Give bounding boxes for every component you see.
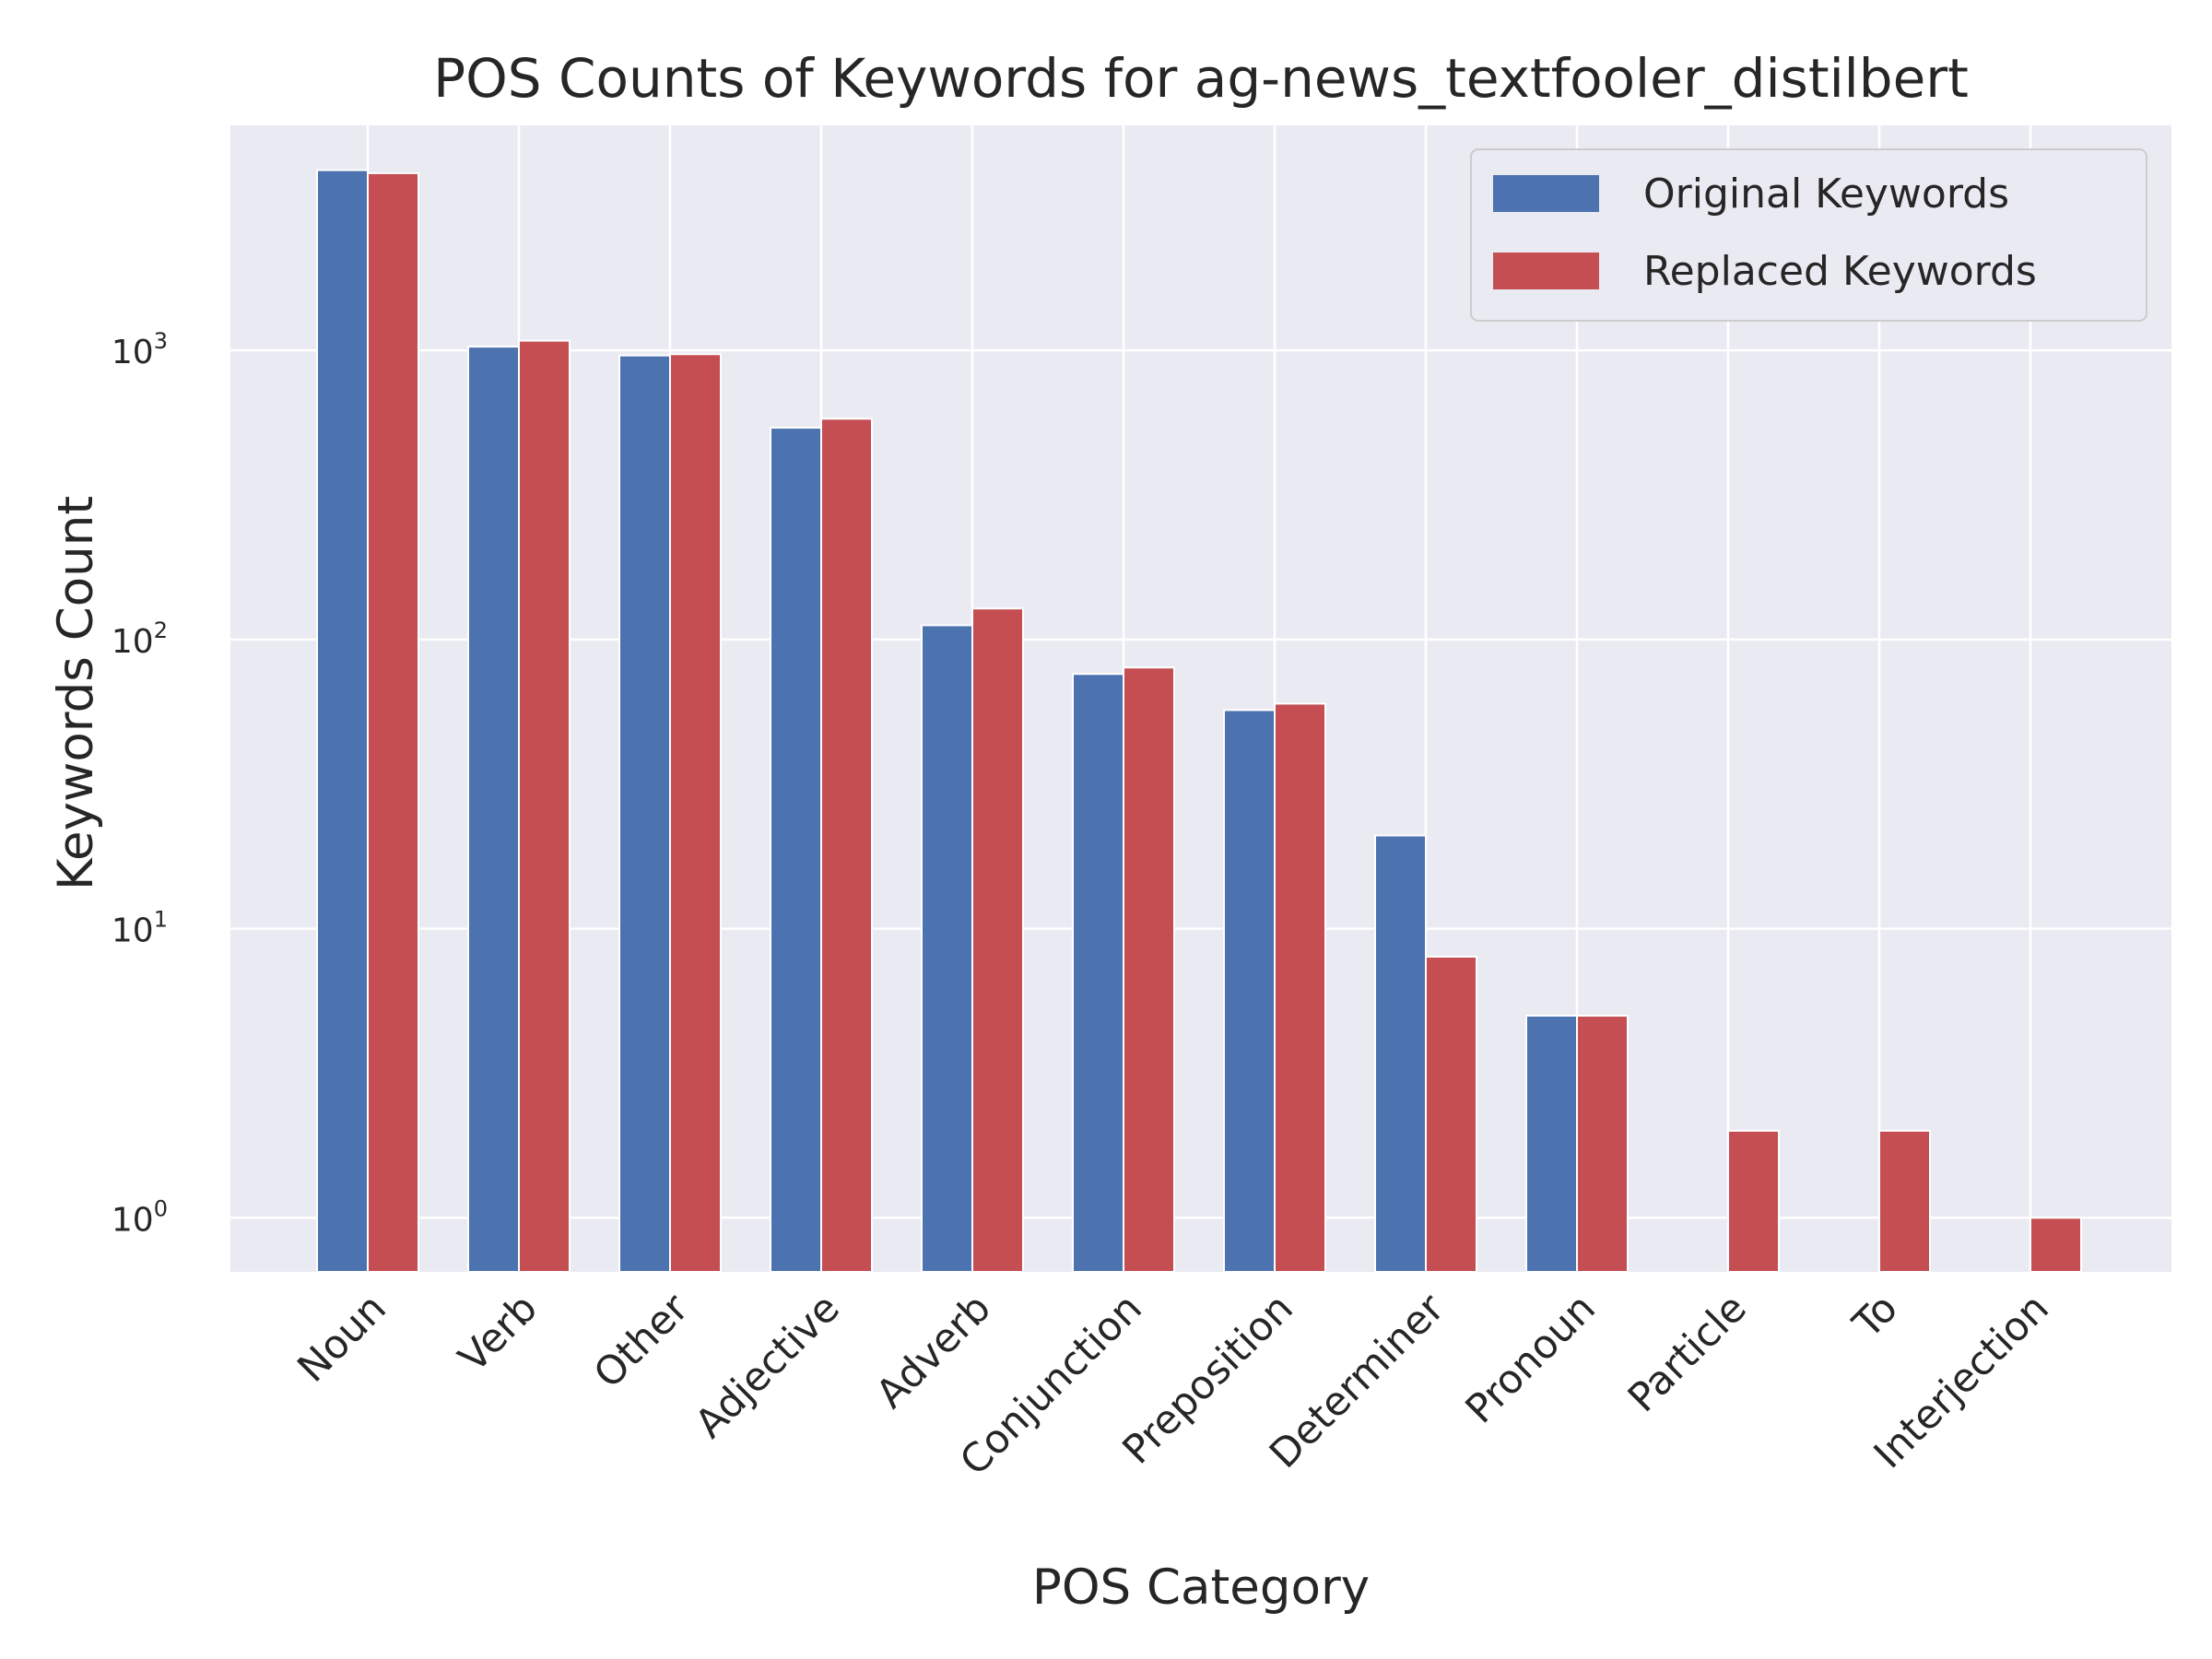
bar-original-verb (467, 346, 520, 1273)
bar-replaced-verb (518, 339, 571, 1274)
bar-replaced-other (669, 353, 722, 1273)
x-tick-label: Pronoun (1457, 1285, 1605, 1432)
x-tick-label: Adjective (687, 1285, 849, 1447)
x-tick-label: Noun (289, 1285, 395, 1391)
y-tick-label: 100 (112, 1195, 168, 1239)
y-tick-label: 103 (112, 328, 168, 371)
legend-swatch (1493, 175, 1599, 212)
x-tick-label: Particle (1619, 1285, 1756, 1421)
y-tick-label: 102 (112, 618, 168, 661)
bar-replaced-interjection (2030, 1217, 2082, 1274)
bar-original-determiner (1374, 834, 1427, 1273)
x-tick-label: Other (585, 1285, 698, 1397)
x-tick-label: Verb (450, 1285, 546, 1381)
bar-original-noun (316, 169, 369, 1274)
y-tick-label: 101 (112, 907, 168, 950)
bar-replaced-preposition (1274, 702, 1326, 1273)
bar-original-conjunction (1072, 673, 1124, 1273)
bar-replaced-pronoun (1576, 1015, 1629, 1274)
x-tick-label: To (1844, 1285, 1907, 1347)
y-tick-labels: 100 101 102 103 (112, 328, 168, 1239)
bar-replaced-particle (1727, 1129, 1780, 1273)
bar-replaced-adverb (971, 607, 1024, 1273)
bar-replaced-conjunction (1123, 666, 1175, 1273)
legend-box (1470, 148, 2147, 322)
legend-label: Replaced Keywords (1643, 248, 2037, 295)
legend: Original Keywords Replaced Keywords (1470, 148, 2147, 322)
bar-original-adjective (770, 427, 822, 1273)
bar-replaced-to (1878, 1129, 1931, 1273)
legend-label: Original Keywords (1643, 171, 2009, 218)
x-axis-label: POS Category (1032, 1559, 1370, 1616)
bar-replaced-noun (367, 171, 419, 1273)
bar-replaced-determiner (1425, 955, 1477, 1274)
x-tick-label: Adverb (867, 1285, 999, 1417)
bar-original-other (618, 354, 671, 1273)
bar-original-pronoun (1525, 1015, 1578, 1274)
bar-original-adverb (921, 624, 973, 1273)
y-axis-label: Keywords Count (48, 496, 104, 890)
bar-replaced-adjective (820, 418, 873, 1273)
chart-title: POS Counts of Keywords for ag-news_textf… (433, 47, 1969, 110)
bar-original-preposition (1223, 709, 1276, 1273)
legend-swatch (1493, 253, 1599, 289)
